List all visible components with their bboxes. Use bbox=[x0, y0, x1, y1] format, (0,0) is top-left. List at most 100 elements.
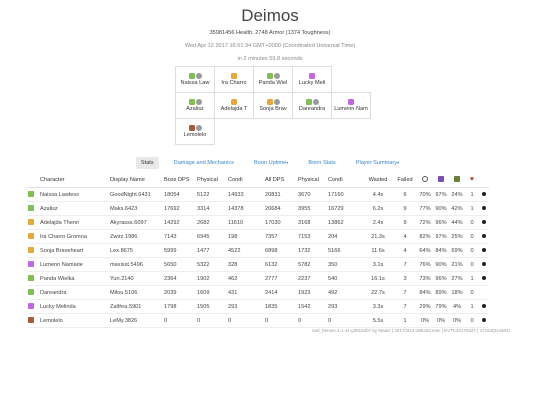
squad-member[interactable]: Azalisz bbox=[175, 92, 215, 119]
crosshair-icon[interactable] bbox=[417, 172, 433, 188]
squad-member[interactable]: Ira Charro bbox=[214, 66, 254, 93]
all-physical-cell: 2237 bbox=[298, 271, 328, 286]
tab-stats[interactable]: Stats bbox=[135, 157, 159, 169]
member-name: Sonja Brav bbox=[259, 105, 287, 112]
col-boss-dps[interactable]: Boss DPS bbox=[164, 172, 197, 188]
member-name: Ira Charro bbox=[221, 79, 247, 86]
boss-condi-cell: 4522 bbox=[228, 243, 265, 258]
stat-1-cell: 29% bbox=[417, 299, 433, 314]
col-all-dps[interactable]: All DPS bbox=[265, 172, 298, 188]
col-character[interactable]: Character bbox=[40, 172, 110, 188]
member-icons bbox=[348, 98, 354, 105]
table-row[interactable]: Ira Charro Gromna Zwirz.1986 7143 6945 198 73… bbox=[28, 229, 489, 244]
all-physical-cell: 1732 bbox=[298, 243, 328, 258]
boss-dps-cell: 1798 bbox=[164, 299, 197, 314]
col-boss-condi[interactable]: Condi bbox=[228, 172, 265, 188]
col-all-physical[interactable]: Physical bbox=[298, 172, 328, 188]
all-dps-cell: 20684 bbox=[265, 201, 298, 216]
squad-member[interactable]: Naissa Law bbox=[175, 66, 215, 93]
failed-cell: 3 bbox=[393, 271, 417, 286]
stat-1-cell: 84% bbox=[417, 285, 433, 300]
member-name: Dareandra bbox=[298, 105, 326, 112]
heart-icon[interactable]: ♥ bbox=[465, 172, 479, 188]
profession-cell bbox=[28, 187, 40, 202]
all-physical-cell: 1923 bbox=[298, 285, 328, 300]
all-physical-cell: 7153 bbox=[298, 229, 328, 244]
profession-icon bbox=[266, 72, 273, 79]
all-condi-cell: 492 bbox=[328, 285, 363, 300]
tab-player-summary[interactable]: Player Summary▾ bbox=[351, 157, 404, 169]
display-name-cell: Maks.6423 bbox=[110, 201, 164, 216]
col-all-condi[interactable]: Condi bbox=[328, 172, 363, 188]
wasted-cell: 22.7s bbox=[363, 285, 393, 300]
gear-icon bbox=[273, 98, 280, 105]
col-wasted[interactable]: Wasted bbox=[363, 172, 393, 188]
col-failed[interactable]: Failed bbox=[393, 172, 417, 188]
character-cell: Lemolelo bbox=[40, 313, 110, 328]
stat-1-cell: 72% bbox=[417, 215, 433, 230]
purple-icon[interactable] bbox=[433, 172, 449, 188]
all-condi-cell: 293 bbox=[328, 299, 363, 314]
tab-damage-mechanics[interactable]: Damage and Mechanics bbox=[173, 160, 234, 166]
all-condi-cell: 5166 bbox=[328, 243, 363, 258]
table-row[interactable]: Lucky Melinda Zalthra.5901 1798 1505 293 1835… bbox=[28, 299, 489, 314]
stat-2-cell: 97% bbox=[433, 229, 449, 244]
member-icons bbox=[231, 98, 237, 105]
encounter-duration: in 2 minutes 59.8 seconds bbox=[237, 56, 303, 62]
character-cell: Lucky Melinda bbox=[40, 299, 110, 314]
boss-condi-cell: 198 bbox=[228, 229, 265, 244]
downs-cell: 0 bbox=[465, 285, 479, 300]
member-icons bbox=[266, 72, 280, 79]
stat-1-cell: 73% bbox=[417, 271, 433, 286]
boss-physical-cell: 3314 bbox=[197, 201, 228, 216]
blank-column-header bbox=[479, 172, 489, 188]
col-display-name[interactable]: Display Name bbox=[110, 172, 164, 188]
member-icons bbox=[266, 98, 280, 105]
squad-member[interactable]: Dareandra bbox=[292, 92, 332, 119]
tab-boon-stats[interactable]: Boon Stats bbox=[308, 160, 336, 166]
stat-2-cell: 96% bbox=[433, 271, 449, 286]
character-cell: Panda Wielka bbox=[40, 271, 110, 286]
all-dps-cell: 2777 bbox=[265, 271, 298, 286]
table-row[interactable]: Naissa Lawless GoodNight.6431 18054 5122 149… bbox=[28, 187, 489, 202]
wasted-cell: 21.3s bbox=[363, 229, 393, 244]
boss-dps-cell: 2364 bbox=[164, 271, 197, 286]
squad-member[interactable]: Panda Wiel bbox=[253, 66, 293, 93]
downs-cell: 1 bbox=[465, 201, 479, 216]
table-row[interactable]: Dareandra Milou.5106 2039 1609 431 2414 1923 49… bbox=[28, 285, 489, 300]
all-condi-cell: 0 bbox=[328, 313, 363, 328]
downs-cell: 1 bbox=[465, 271, 479, 286]
display-name-cell: Akyrasss.6097 bbox=[110, 215, 164, 230]
table-row[interactable]: Azalisz Maks.6423 17692 3314 14378 20684 3955 1… bbox=[28, 201, 489, 216]
all-condi-cell: 13862 bbox=[328, 215, 363, 230]
table-row[interactable]: Lemolelo LeMy.3826 0 0 0 0 0 0 5.5s 1 0% 0% 0% 0 bbox=[28, 313, 489, 328]
profession-icon bbox=[188, 72, 195, 79]
display-name-cell: GoodNight.6431 bbox=[110, 187, 164, 202]
table-row[interactable]: Sonja Braveheart Lex.8675 5999 1477 4522 6898… bbox=[28, 243, 489, 258]
tab-boon-uptime[interactable]: Boon Uptime▾ bbox=[249, 157, 293, 169]
squad-member[interactable]: Adelajda T bbox=[214, 92, 254, 119]
table-row[interactable]: Lumenn Namarie maxisst.5496 5650 5322 328 613… bbox=[28, 257, 489, 272]
bomb-icon bbox=[481, 303, 487, 309]
squad-row: Naissa Law Ira Charro Panda Wiel Lucky Meli bbox=[175, 66, 370, 93]
member-icons bbox=[231, 72, 237, 79]
squad-member[interactable]: Sonja Brav bbox=[253, 92, 293, 119]
boss-physical-cell: 1902 bbox=[197, 271, 228, 286]
member-name: Lucky Meli bbox=[298, 79, 326, 86]
tab-boon-uptime-label: Boon Uptime bbox=[253, 160, 287, 166]
table-row[interactable]: Adelajda Thenn Akyrasss.6097 14292 2682 1161… bbox=[28, 215, 489, 230]
stat-3-cell: 25% bbox=[449, 229, 465, 244]
display-name-cell: Yuri.2140 bbox=[110, 271, 164, 286]
boss-physical-cell: 1477 bbox=[197, 243, 228, 258]
table-row[interactable]: Panda Wielka Yuri.2140 2364 1902 462 2777 2237… bbox=[28, 271, 489, 286]
profession-icon bbox=[231, 72, 237, 79]
boss-condi-cell: 11610 bbox=[228, 215, 265, 230]
boss-physical-cell: 5322 bbox=[197, 257, 228, 272]
squad-member[interactable]: Lumenn Nam bbox=[331, 92, 371, 119]
squad-member[interactable]: Lemolelo bbox=[175, 118, 215, 145]
col-boss-physical[interactable]: Physical bbox=[197, 172, 228, 188]
squad-member[interactable]: Lucky Meli bbox=[292, 66, 332, 93]
all-physical-cell: 0 bbox=[298, 313, 328, 328]
map-icon[interactable] bbox=[449, 172, 465, 188]
profession-icon bbox=[188, 124, 195, 131]
